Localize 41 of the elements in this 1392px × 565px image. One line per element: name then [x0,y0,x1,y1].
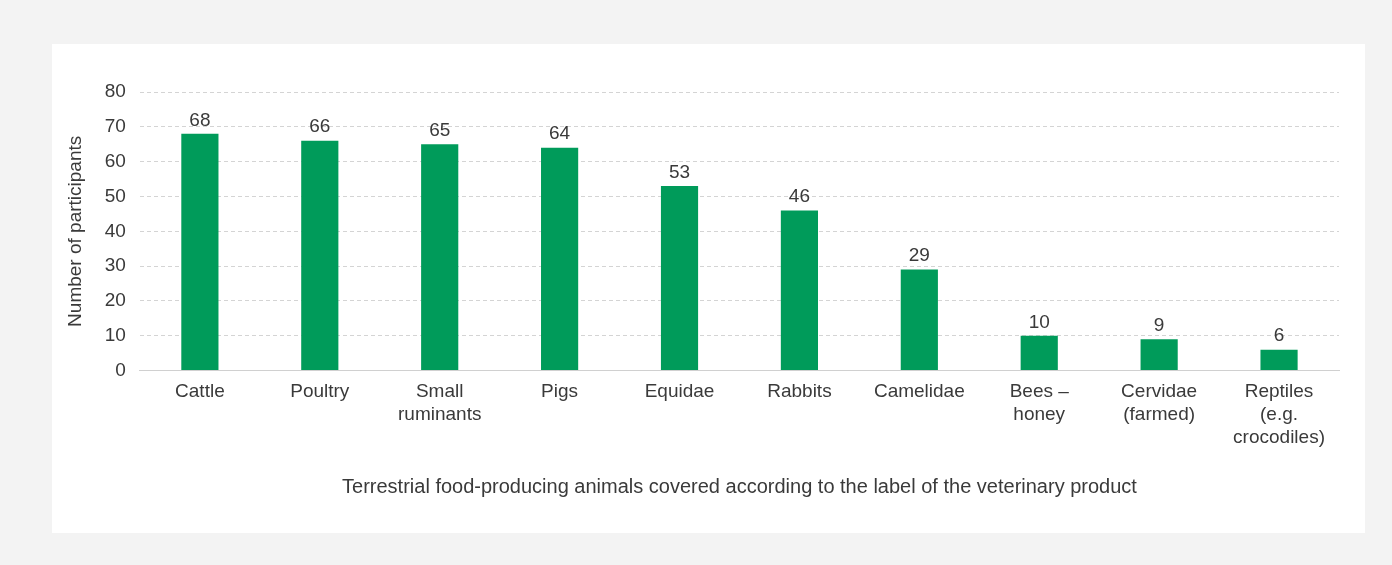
y-tick-label: 20 [104,289,126,311]
data-label: 66 [309,115,331,137]
bar [1020,335,1058,371]
x-tick-label: Cattle [175,380,225,402]
y-tick-label: 10 [104,324,126,346]
data-label: 64 [549,122,571,144]
y-tick-label: 0 [115,358,126,380]
x-tick-label: Rabbits [767,380,832,402]
data-label: 6 [1273,324,1285,346]
data-label: 46 [788,185,810,207]
data-label: 9 [1153,313,1165,335]
data-label: 65 [429,118,451,140]
data-label: 29 [908,244,930,266]
y-axis-title: Number of participants [63,135,85,327]
bar [181,133,219,371]
bar [1140,339,1178,371]
y-tick-label: 70 [104,115,126,137]
x-tick-label: Cervidae (farmed) [1121,380,1198,425]
y-tick-label: 80 [104,80,126,102]
y-tick-label: 30 [104,254,126,276]
x-axis-title: Terrestrial food-producing animals covered according to the label of the veterinary product [342,474,1138,497]
bar [541,147,579,371]
bar [301,140,339,371]
data-label: 53 [668,160,691,182]
bar [780,210,819,371]
y-tick-label: 50 [104,184,126,206]
bar [1260,349,1298,371]
bar [900,269,938,371]
x-tick-label: Poultry [290,380,350,402]
x-tick-label: Camelidae [873,380,965,402]
x-tick-label: Equidae [644,380,715,402]
bar [660,186,699,371]
x-tick-label: Reptiles (e.g. crocodiles) [1233,380,1325,447]
x-tick-label: Small ruminants [397,380,482,425]
y-tick-label: 60 [104,149,126,171]
data-label: 68 [189,108,211,130]
y-tick-label: 40 [104,219,126,241]
data-label: 10 [1028,310,1050,332]
x-tick-label: Bees – honey [1009,380,1070,425]
bar [421,144,459,371]
x-tick-label: Pigs [541,380,579,402]
